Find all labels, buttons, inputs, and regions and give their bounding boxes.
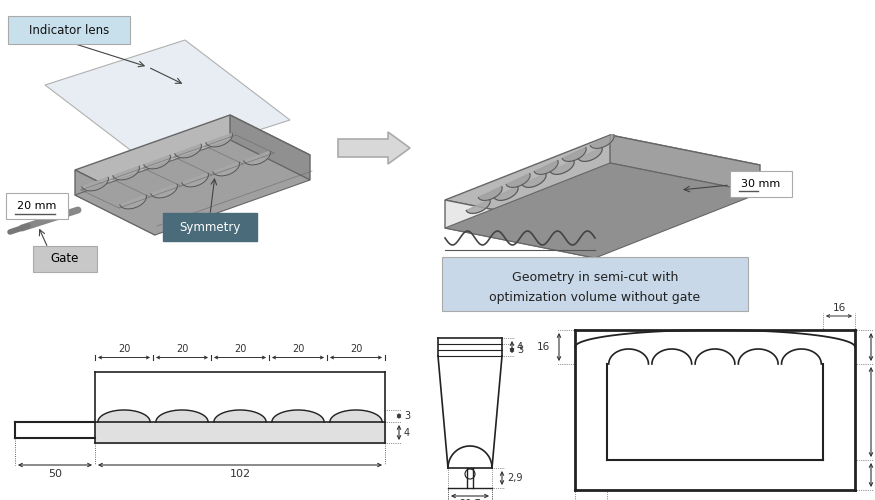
Polygon shape: [75, 140, 310, 235]
Polygon shape: [213, 162, 240, 176]
Polygon shape: [479, 186, 502, 200]
Text: Geometry in semi-cut with: Geometry in semi-cut with: [512, 272, 678, 284]
Text: 102: 102: [229, 469, 250, 479]
Polygon shape: [522, 174, 546, 188]
Text: 4: 4: [517, 342, 523, 352]
Polygon shape: [578, 148, 602, 162]
Polygon shape: [156, 410, 208, 422]
Polygon shape: [466, 200, 490, 213]
Text: 16: 16: [537, 342, 550, 352]
Polygon shape: [244, 151, 270, 165]
Polygon shape: [591, 134, 614, 148]
FancyBboxPatch shape: [730, 171, 792, 197]
Text: optimization volume without gate: optimization volume without gate: [489, 290, 701, 304]
FancyBboxPatch shape: [8, 16, 130, 44]
Text: 4: 4: [404, 428, 410, 438]
Text: Symmetry: Symmetry: [179, 220, 241, 234]
Text: Indicator lens: Indicator lens: [29, 24, 109, 36]
FancyBboxPatch shape: [6, 193, 68, 219]
Polygon shape: [75, 115, 310, 210]
Polygon shape: [330, 410, 382, 422]
Text: 3: 3: [404, 411, 410, 421]
Polygon shape: [610, 135, 760, 193]
Polygon shape: [98, 410, 150, 422]
Text: 20 mm: 20 mm: [18, 201, 57, 211]
Polygon shape: [230, 115, 310, 180]
Polygon shape: [445, 135, 760, 230]
FancyBboxPatch shape: [33, 246, 97, 272]
Polygon shape: [535, 160, 558, 174]
Text: 2,9: 2,9: [507, 473, 522, 483]
Text: Gate: Gate: [51, 252, 80, 266]
Text: 16: 16: [832, 303, 845, 313]
Polygon shape: [82, 177, 108, 191]
Polygon shape: [445, 163, 760, 258]
Polygon shape: [206, 133, 233, 147]
Text: 3: 3: [517, 345, 523, 355]
Text: 20: 20: [118, 344, 130, 354]
Polygon shape: [563, 148, 586, 162]
Text: 30 mm: 30 mm: [741, 179, 780, 189]
Polygon shape: [550, 160, 574, 174]
FancyArrow shape: [338, 132, 410, 164]
Text: 20: 20: [234, 344, 246, 354]
Polygon shape: [214, 410, 266, 422]
Polygon shape: [150, 184, 178, 198]
Polygon shape: [144, 155, 171, 169]
Polygon shape: [45, 40, 290, 165]
Text: 20: 20: [176, 344, 188, 354]
Polygon shape: [445, 200, 595, 258]
Text: 50: 50: [48, 469, 62, 479]
Text: 20: 20: [350, 344, 362, 354]
FancyBboxPatch shape: [163, 213, 257, 241]
Polygon shape: [507, 174, 530, 188]
Polygon shape: [175, 144, 201, 158]
Polygon shape: [75, 170, 155, 235]
Polygon shape: [182, 173, 208, 187]
Polygon shape: [272, 410, 324, 422]
FancyBboxPatch shape: [442, 257, 748, 311]
Polygon shape: [120, 195, 146, 209]
Polygon shape: [113, 166, 139, 180]
Text: 20: 20: [292, 344, 304, 354]
Polygon shape: [494, 186, 518, 200]
Text: 29,7: 29,7: [459, 499, 481, 500]
